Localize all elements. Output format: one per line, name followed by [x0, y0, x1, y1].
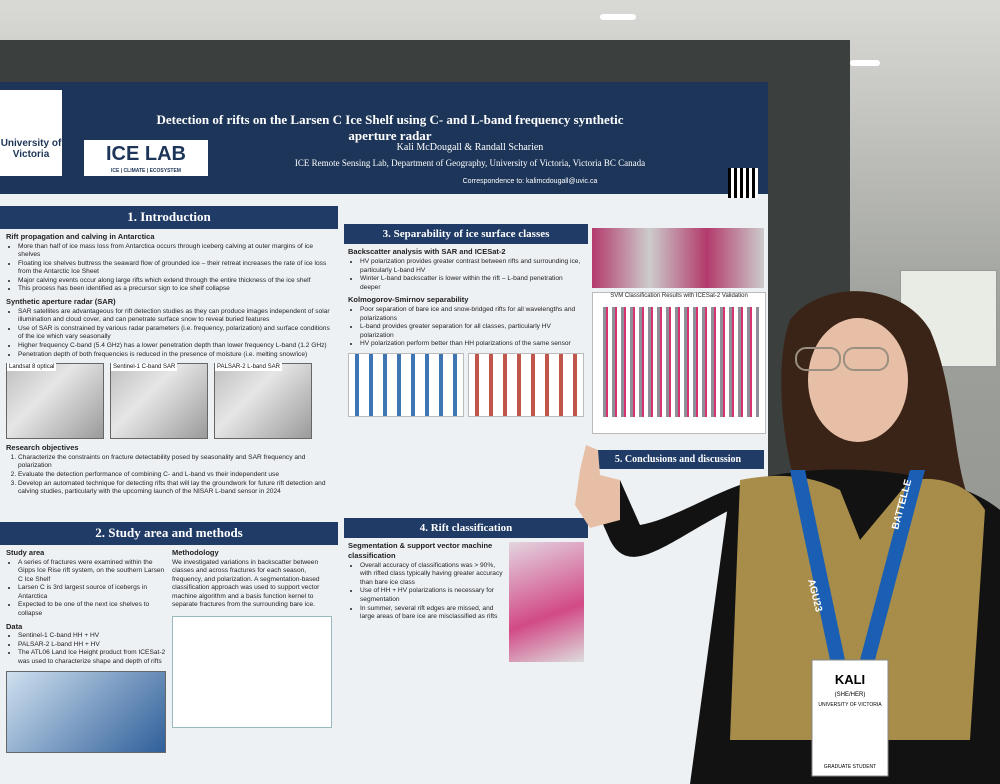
list-item: PALSAR-2 L-band HH + HV [18, 641, 166, 650]
list-item: HV polarization provides greater contras… [360, 258, 584, 275]
glasses [795, 347, 841, 371]
section-heading: 1. Introduction [0, 206, 338, 229]
poster-title: Detection of rifts on the Larsen C Ice S… [156, 112, 624, 143]
section-heading: 2. Study area and methods [0, 522, 338, 545]
list-item: Poor separation of bare ice and snow-bri… [360, 306, 584, 323]
rift-classification: 4. Rift classification Segmentation & su… [344, 518, 588, 663]
list-item: Major calving events occur along large r… [18, 277, 332, 286]
conclusions: 5. Conclusions and discussion [592, 450, 764, 469]
image-label: PALSAR-2 L-band SAR [215, 363, 282, 372]
list-item: Characterize the constraints on fracture… [18, 454, 332, 471]
list-item: The ATL06 Land Ice Height product from I… [18, 649, 166, 666]
glasses [843, 347, 889, 371]
separability: 3. Separability of ice surface classes B… [344, 224, 588, 417]
classification-maps [592, 228, 764, 288]
list-item: Use of SAR is constrained by various rad… [18, 325, 332, 342]
poster-authors: Kali McDougall & Randall Scharien [396, 142, 544, 153]
satellite-image: Landsat 8 optical [6, 363, 104, 440]
bar-chart-image [468, 352, 584, 417]
list-item: L-band provides greater separation for a… [360, 323, 584, 340]
list-item: Higher frequency C-band (5.4 GHz) has a … [18, 342, 332, 351]
lab-name: ICE LAB [106, 143, 186, 165]
subheading: Data [6, 621, 23, 631]
image-label: Landsat 8 optical [7, 363, 57, 372]
ceiling-light [600, 14, 636, 20]
list-item: Develop an automated technique for detec… [18, 480, 332, 497]
section-heading: 3. Separability of ice surface classes [344, 224, 588, 245]
bullet-list: HV polarization provides greater contras… [348, 258, 584, 292]
badge-org: UNIVERSITY OF VICTORIA [818, 702, 882, 708]
subheading: Synthetic aperture radar (SAR) [6, 297, 116, 307]
list-item: Penetration depth of both frequencies is… [18, 351, 332, 360]
lanyard [860, 470, 925, 660]
list-item: SAR satellites are advantageous for rift… [18, 308, 332, 325]
svm-chart: SVM Classification Results with ICESat-2… [592, 292, 766, 434]
list-item: HV polarization perform better than HH p… [360, 340, 584, 349]
subheading: Methodology [172, 547, 219, 557]
ceiling-light [850, 60, 880, 66]
badge-name: KALI [835, 672, 865, 687]
subheading: Study area [6, 547, 45, 557]
flowchart [172, 616, 332, 729]
bullet-list: Sentinel-1 C-band HH + HVPALSAR-2 L-band… [6, 632, 166, 666]
lanyard [790, 470, 845, 660]
name-badge [811, 659, 889, 777]
bar-chart-image [348, 352, 464, 417]
section-heading: 4. Rift classification [344, 518, 588, 539]
arm [590, 480, 740, 557]
section-heading: 5. Conclusions and discussion [592, 450, 764, 469]
introduction: 1. Introduction Rift propagation and cal… [0, 206, 338, 497]
bullet-list: A series of fractures were examined with… [6, 559, 166, 619]
list-item: Evaluate the detection performance of co… [18, 471, 332, 480]
university-logo: University of Victoria [0, 90, 62, 176]
list-item: More than half of ice mass loss from Ant… [18, 243, 332, 260]
classification-map [509, 542, 584, 663]
satellite-image: PALSAR-2 L-band SAR [214, 363, 312, 440]
study-area: 2. Study area and methods Study area A s… [0, 522, 338, 753]
poster-header: University of Victoria ICE LAB ICE | CLIM… [0, 82, 768, 198]
list-item: In summer, several rift edges are missed… [360, 605, 505, 622]
subheading: Segmentation & support vector machine cl… [348, 541, 493, 561]
poster: University of Victoria ICE LAB ICE | CLIM… [0, 82, 768, 784]
lab-logo: ICE LAB ICE | CLIMATE | ECOSYSTEM [84, 140, 208, 176]
hand [575, 445, 620, 528]
chart-image [599, 306, 759, 417]
subheading: Backscatter analysis with SAR and ICESat… [348, 247, 506, 257]
lab-tagline: ICE | CLIMATE | ECOSYSTEM [111, 168, 181, 174]
list-item: Expected to be one of the next ice shelv… [18, 601, 166, 618]
list-item: Floating ice shelves buttress the seawar… [18, 260, 332, 277]
paragraph: We investigated variations in backscatte… [172, 558, 320, 609]
poster-correspondence: Correspondence to: kalimcdougall@uvic.ca [462, 178, 598, 185]
vest [730, 475, 985, 740]
list-item: This process has been identified as a pr… [18, 285, 332, 294]
bullet-list: SAR satellites are advantageous for rift… [6, 308, 332, 359]
image-label: Sentinel-1 C-band SAR [111, 363, 178, 372]
qr-code [728, 168, 758, 198]
subheading: Kolmogorov-Smirnov separability [348, 295, 469, 305]
list-item: Winter L-band backscatter is lower withi… [360, 275, 584, 292]
face [808, 318, 908, 442]
map [6, 670, 166, 753]
numbered-list: Characterize the constraints on fracture… [6, 454, 332, 497]
satellite-image: Sentinel-1 C-band SAR [110, 363, 208, 440]
list-item: Use of HH + HV polarizations is necessar… [360, 587, 505, 604]
list-item: Larsen C is 3rd largest source of iceber… [18, 584, 166, 601]
subheading: Rift propagation and calving in Antarcti… [6, 231, 155, 241]
list-item: Overall accuracy of classifications was … [360, 562, 505, 588]
badge-role: GRADUATE STUDENT [824, 764, 876, 770]
badge-pronouns: (SHE/HER) [835, 692, 866, 698]
list-item: Sentinel-1 C-band HH + HV [18, 632, 166, 641]
bullet-list: Overall accuracy of classifications was … [348, 562, 505, 622]
bullet-list: More than half of ice mass loss from Ant… [6, 243, 332, 294]
chart-title: SVM Classification Results with ICESat-2… [610, 293, 748, 299]
list-item: A series of fractures were examined with… [18, 559, 166, 585]
subheading: Research objectives [6, 443, 79, 453]
poster-affiliation: ICE Remote Sensing Lab, Department of Ge… [294, 158, 646, 168]
bullet-list: Poor separation of bare ice and snow-bri… [348, 306, 584, 349]
person: AGU23 BATTELLE KALI (SHE/HER) UNIVERSITY… [575, 291, 1000, 784]
